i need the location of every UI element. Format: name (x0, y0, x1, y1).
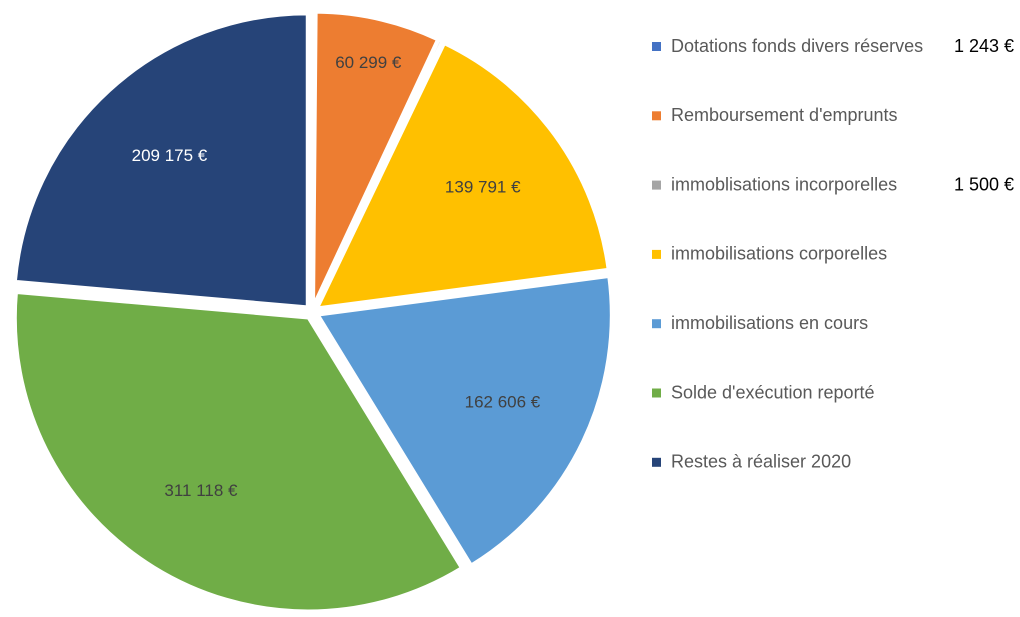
legend-swatch (652, 249, 661, 259)
data-label: 60 299 € (335, 53, 402, 72)
legend-label: immobilisations corporelles (671, 244, 887, 264)
legend-label: immobilisations en cours (671, 313, 868, 333)
slice (313, 38, 444, 307)
legend-swatch (652, 42, 661, 51)
data-label: 1 243 € (954, 36, 1014, 56)
legend-label: Remboursement d'emprunts (671, 105, 898, 125)
pie (13, 10, 613, 613)
legend-swatch (652, 457, 661, 467)
data-label: 311 118 € (164, 481, 238, 500)
data-labels: 1 243 € 60 299 € 1 500 € 139 791 € 162 606 €… (132, 36, 1014, 500)
legend-swatch (652, 111, 661, 121)
data-label: 209 175 € (132, 146, 208, 165)
slice (13, 12, 309, 309)
slice (315, 274, 613, 567)
legend-label: Solde d'exécution reporté (671, 382, 875, 402)
legend: Dotations fonds divers réserves Rembourse… (652, 36, 923, 472)
legend-label: Dotations fonds divers réserves (671, 36, 923, 56)
legend-swatch (652, 319, 661, 329)
slice (13, 290, 464, 613)
data-label: 162 606 € (465, 392, 541, 411)
legend-swatch (652, 180, 661, 190)
data-label: 1 500 € (954, 174, 1014, 194)
legend-swatch (652, 388, 661, 398)
slice (312, 10, 440, 306)
legend-label: immoblisations incorporelles (671, 174, 897, 194)
data-label: 139 791 € (445, 178, 521, 197)
slice (310, 10, 317, 306)
legend-label: Restes à réaliser 2020 (671, 452, 851, 472)
slice (315, 41, 610, 310)
